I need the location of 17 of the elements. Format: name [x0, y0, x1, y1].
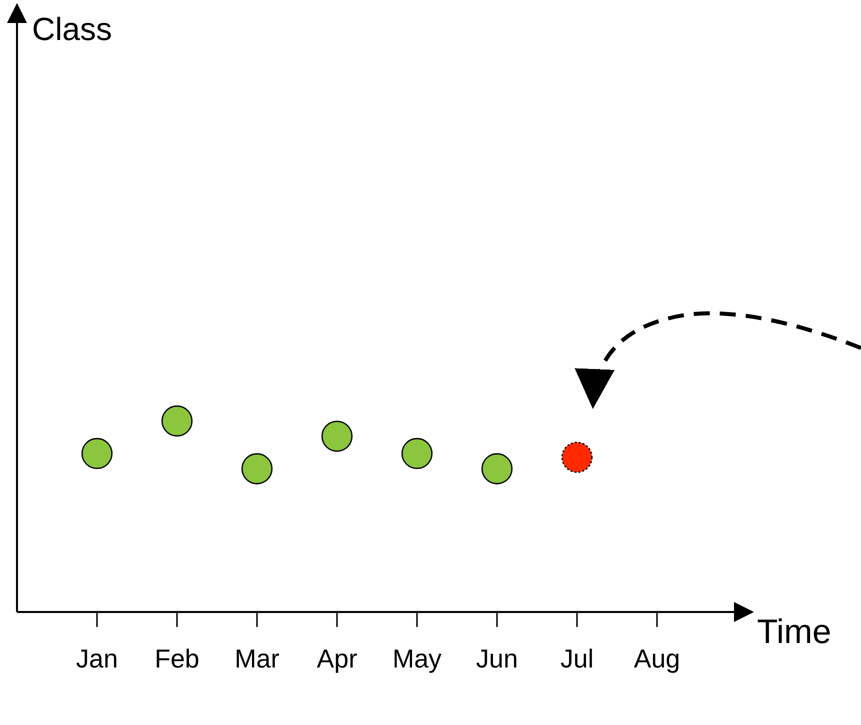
x-tick-label: Jan: [76, 643, 118, 674]
x-tick-label: May: [392, 643, 442, 674]
point: [481, 453, 513, 484]
text: Class: [32, 11, 112, 47]
point: [401, 438, 433, 470]
x-tick-label: Jun: [476, 643, 518, 674]
x-tick-label: Mar: [234, 643, 280, 674]
x-tick-label: Jul: [560, 643, 594, 674]
point: [81, 438, 113, 470]
x-tick-label: Aug: [634, 643, 680, 674]
point: [321, 420, 353, 452]
x-tick-label: Apr: [316, 643, 358, 674]
point: [241, 453, 273, 484]
point: [561, 442, 593, 473]
point: [161, 405, 193, 437]
x-axis-title: Time: [757, 613, 832, 651]
x-tick-label: Feb: [154, 643, 200, 674]
